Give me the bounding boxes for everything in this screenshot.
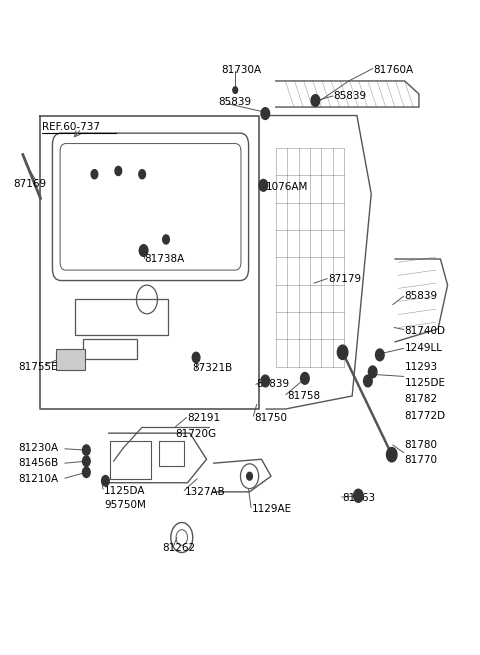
Circle shape <box>370 369 375 377</box>
Text: 1125DA: 1125DA <box>104 485 145 496</box>
Text: 81720G: 81720G <box>176 429 216 439</box>
Text: 81210A: 81210A <box>18 474 58 484</box>
Text: 11293: 11293 <box>405 362 438 371</box>
Text: 81262: 81262 <box>163 543 196 553</box>
Circle shape <box>386 447 397 462</box>
Circle shape <box>302 375 308 383</box>
Text: 81740D: 81740D <box>405 326 445 336</box>
Circle shape <box>102 476 109 486</box>
Circle shape <box>163 235 169 244</box>
Text: 82191: 82191 <box>188 413 221 422</box>
Text: 1249LL: 1249LL <box>405 343 443 353</box>
Circle shape <box>354 489 363 502</box>
Circle shape <box>313 97 318 103</box>
Circle shape <box>139 245 148 256</box>
Text: 81230A: 81230A <box>18 443 58 453</box>
Text: 87321B: 87321B <box>192 363 232 373</box>
Text: 81782: 81782 <box>405 394 438 404</box>
Circle shape <box>91 170 98 179</box>
Circle shape <box>83 445 90 455</box>
Circle shape <box>300 373 309 384</box>
Text: 87169: 87169 <box>13 179 47 189</box>
Text: 81758: 81758 <box>287 391 320 401</box>
Text: 81770: 81770 <box>405 455 438 465</box>
Text: 81772D: 81772D <box>405 411 446 421</box>
Text: 85839: 85839 <box>405 291 438 301</box>
Circle shape <box>139 170 145 179</box>
Circle shape <box>311 95 320 106</box>
Circle shape <box>247 472 252 480</box>
Circle shape <box>261 107 270 119</box>
Text: 81730A: 81730A <box>221 65 261 75</box>
Bar <box>110 441 151 479</box>
Circle shape <box>83 467 90 477</box>
Bar <box>83 339 137 359</box>
Circle shape <box>115 166 121 176</box>
Text: 1327AB: 1327AB <box>185 487 226 497</box>
Circle shape <box>364 375 372 387</box>
Circle shape <box>375 349 384 361</box>
Circle shape <box>377 351 383 359</box>
Text: REF.60-737: REF.60-737 <box>42 122 100 132</box>
Text: 81163: 81163 <box>343 493 376 504</box>
Circle shape <box>83 456 90 466</box>
Text: 81456B: 81456B <box>18 458 59 468</box>
Circle shape <box>264 378 269 384</box>
Text: 81755E: 81755E <box>18 362 58 371</box>
Text: 85839: 85839 <box>218 98 252 107</box>
Circle shape <box>233 87 238 94</box>
Text: 1125DE: 1125DE <box>405 378 445 388</box>
Text: 85839: 85839 <box>257 379 290 389</box>
Circle shape <box>337 345 348 360</box>
Circle shape <box>259 179 268 191</box>
Circle shape <box>261 375 270 387</box>
Text: 81738A: 81738A <box>144 254 185 264</box>
Text: 81760A: 81760A <box>373 65 414 75</box>
Circle shape <box>192 352 200 363</box>
Text: 81780: 81780 <box>405 440 438 450</box>
Text: 1076AM: 1076AM <box>266 182 309 193</box>
Bar <box>56 349 85 370</box>
Bar <box>75 299 168 335</box>
Text: 1129AE: 1129AE <box>252 504 292 514</box>
Text: 95750M: 95750M <box>104 500 146 510</box>
Bar <box>159 441 184 466</box>
Circle shape <box>368 366 377 378</box>
Text: 85839: 85839 <box>333 91 366 101</box>
Text: 81750: 81750 <box>254 413 288 422</box>
Circle shape <box>264 110 269 117</box>
Text: 87179: 87179 <box>328 274 361 284</box>
